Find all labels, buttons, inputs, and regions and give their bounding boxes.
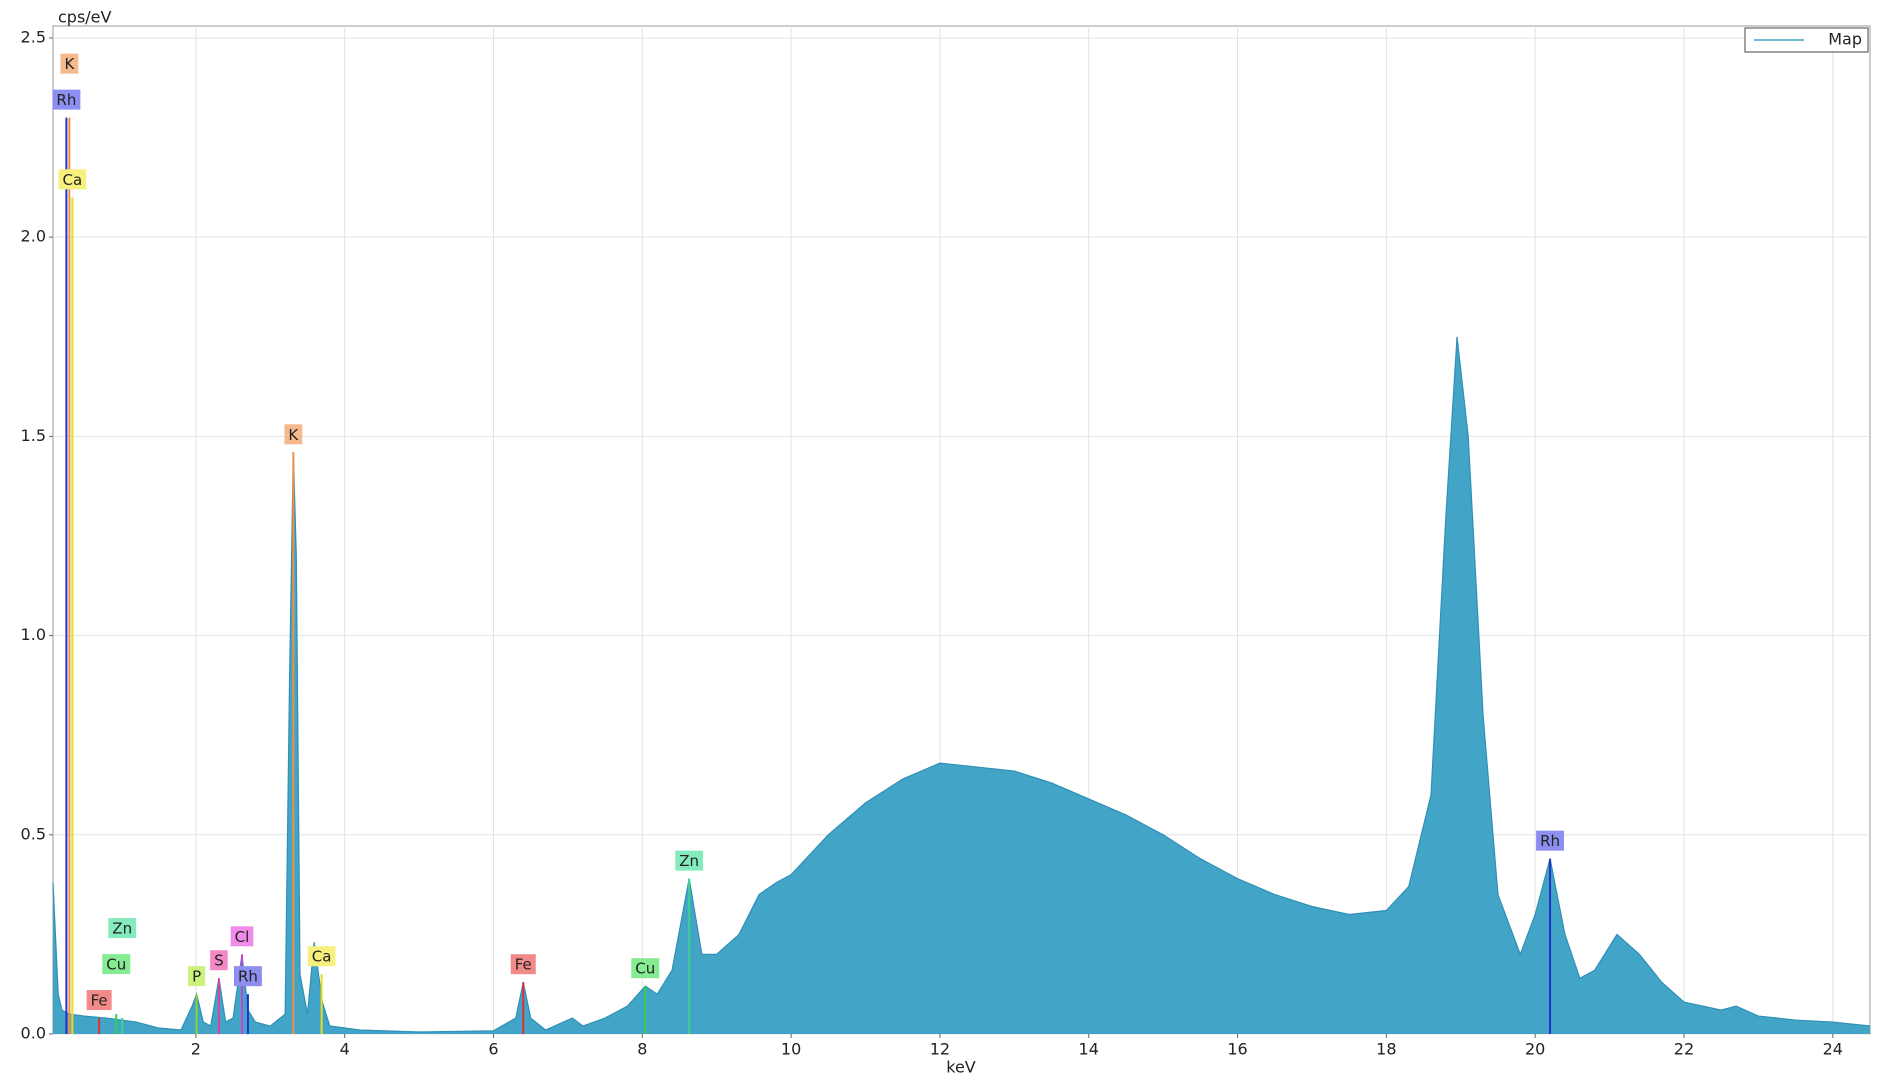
element-label: Cu: [635, 960, 655, 978]
element-label: Zn: [679, 852, 699, 870]
element-tag: Cl: [230, 926, 254, 947]
legend: Map: [1744, 27, 1869, 53]
x-tick-label: 18: [1376, 1040, 1396, 1059]
y-tick-label: 1.0: [21, 625, 46, 644]
element-label: Fe: [91, 992, 108, 1010]
element-tag-bg: [631, 958, 660, 979]
x-tick-label: 8: [637, 1040, 647, 1059]
y-tick-label: 2.0: [21, 227, 46, 246]
element-tag-bg: [86, 990, 112, 1011]
element-label: Cu: [106, 956, 126, 974]
element-tag: Cu: [631, 958, 660, 979]
x-tick-label: 24: [1823, 1040, 1843, 1059]
element-tag-bg: [284, 424, 303, 445]
x-tick-label: 12: [930, 1040, 950, 1059]
element-tag: Fe: [86, 990, 112, 1011]
element-tag: S: [210, 950, 228, 971]
x-tick-label: 14: [1079, 1040, 1099, 1059]
element-tag: K: [60, 53, 79, 74]
y-tick-label: 1.5: [21, 426, 46, 445]
element-label: Rh: [56, 91, 76, 109]
element-tag-bg: [230, 926, 254, 947]
x-tick-label: 20: [1525, 1040, 1545, 1059]
element-label: Ca: [312, 948, 332, 966]
element-tag: Rh: [1536, 830, 1565, 851]
element-label: S: [214, 952, 224, 970]
x-tick-label: 6: [488, 1040, 498, 1059]
element-tag-bg: [58, 169, 87, 190]
y-axis-label: cps/eV: [58, 8, 112, 27]
element-tag-bg: [1536, 830, 1565, 851]
element-label: K: [288, 426, 299, 444]
element-tag: P: [188, 966, 206, 987]
element-tag-bg: [510, 954, 536, 975]
element-tag: Ca: [58, 169, 87, 190]
y-tick-label: 2.5: [21, 27, 46, 46]
element-label: K: [64, 55, 75, 73]
x-tick-label: 2: [191, 1040, 201, 1059]
legend-label: Map: [1828, 30, 1862, 49]
element-label: Zn: [112, 920, 132, 938]
y-tick-label: 0.5: [21, 824, 46, 843]
element-tag-bg: [52, 89, 81, 110]
element-tag: Ca: [307, 946, 336, 967]
y-tick-label: 0.0: [21, 1024, 46, 1043]
element-tag-bg: [210, 950, 228, 971]
x-tick-label: 10: [781, 1040, 801, 1059]
element-label: Fe: [515, 956, 532, 974]
element-tag-bg: [188, 966, 206, 987]
element-tag: Zn: [675, 850, 704, 871]
spectrum-line: [52, 336, 1871, 1033]
element-label: P: [192, 968, 201, 986]
element-tag: Rh: [233, 966, 262, 987]
element-tag-bg: [675, 850, 704, 871]
element-tag: Fe: [510, 954, 536, 975]
x-tick-label: 16: [1227, 1040, 1247, 1059]
element-tag: Zn: [108, 918, 137, 939]
element-tag: Cu: [102, 954, 131, 975]
element-label: Rh: [1540, 832, 1560, 850]
x-tick-label: 4: [340, 1040, 350, 1059]
element-tag: Rh: [52, 89, 81, 110]
element-tag-bg: [102, 954, 131, 975]
x-axis-label: keV: [946, 1058, 976, 1077]
element-tag: K: [284, 424, 303, 445]
element-tag-bg: [60, 53, 79, 74]
element-label: Cl: [235, 928, 250, 946]
element-tag-bg: [307, 946, 336, 967]
element-label: Ca: [63, 171, 83, 189]
x-tick-label: 22: [1674, 1040, 1694, 1059]
element-label: Rh: [238, 968, 258, 986]
element-tag-bg: [233, 966, 262, 987]
element-tag-bg: [108, 918, 137, 939]
